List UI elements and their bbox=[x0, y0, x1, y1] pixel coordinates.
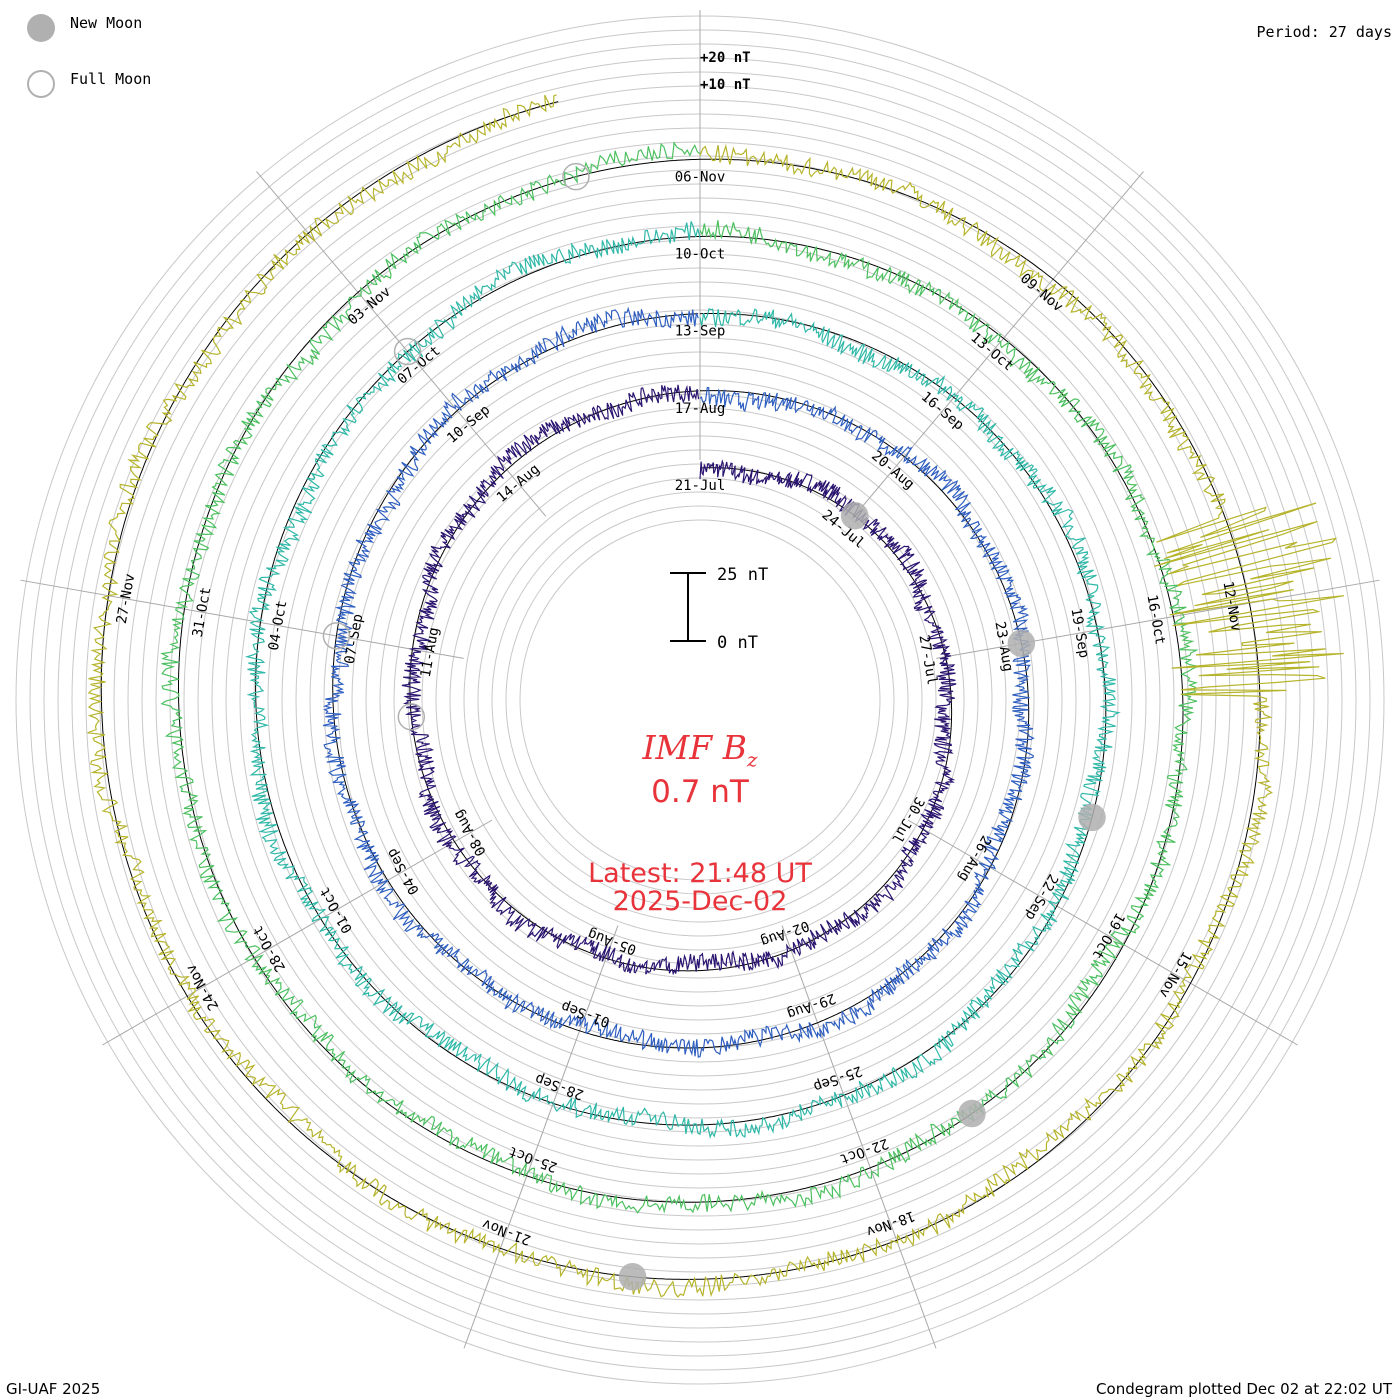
date-label: 16-Oct bbox=[1143, 593, 1168, 646]
grid-spoke bbox=[853, 171, 1144, 517]
zero-baseline-spiral bbox=[332, 313, 1030, 1049]
new-moon-marker bbox=[840, 501, 869, 530]
full-moon-marker bbox=[322, 622, 351, 650]
date-label: 28-Sep bbox=[533, 1070, 586, 1102]
radial-spokes bbox=[20, 10, 1380, 1349]
chart-title-main: IMF B bbox=[642, 728, 747, 767]
bz-series-rotation-5 bbox=[87, 94, 1345, 1298]
bz-spiral-series bbox=[87, 94, 1345, 1298]
date-label: 07-Sep bbox=[342, 613, 367, 666]
date-label: 13-Sep bbox=[675, 324, 726, 340]
moon-markers bbox=[322, 162, 1106, 1291]
date-label: 19-Oct bbox=[1089, 910, 1128, 962]
bz-series-rotation-2 bbox=[322, 306, 1035, 1058]
date-label: 16-Sep bbox=[918, 389, 967, 434]
new-moon-marker bbox=[1078, 803, 1106, 832]
current-value: 0.7 nT bbox=[651, 774, 749, 810]
grid-spoke bbox=[463, 925, 619, 1349]
scale-bar: 25 nT 0 nT bbox=[670, 565, 768, 653]
zero-baseline-spiral bbox=[409, 390, 953, 972]
full-moon-marker bbox=[397, 703, 426, 731]
grid-spoke bbox=[256, 171, 547, 517]
scale-bar-bottom-label: 0 nT bbox=[717, 633, 758, 653]
grid-spoke bbox=[781, 925, 937, 1349]
reference-label: +20 nT bbox=[700, 50, 751, 66]
new-moon-marker bbox=[618, 1263, 647, 1291]
grid-ring bbox=[365, 365, 1035, 1035]
bz-series-rotation-3 bbox=[244, 221, 1121, 1139]
date-label: 10-Oct bbox=[675, 246, 726, 262]
chart-title: IMF Bz bbox=[0, 728, 1400, 772]
credit-label: GI-UAF 2025 bbox=[6, 1380, 101, 1398]
full-moon-legend-icon bbox=[27, 70, 55, 98]
latest-time: Latest: 21:48 UT bbox=[588, 858, 812, 889]
date-label: 31-Oct bbox=[190, 586, 215, 639]
grid-spoke bbox=[20, 579, 464, 659]
scale-bar-top-label: 25 nT bbox=[717, 565, 768, 585]
date-label: 27-Nov bbox=[114, 572, 139, 625]
grid-ring bbox=[463, 463, 937, 937]
chart-title-subscript: z bbox=[746, 747, 758, 772]
date-label: 21-Jul bbox=[675, 478, 726, 494]
full-moon-marker bbox=[562, 162, 590, 191]
new-moon-legend-icon bbox=[27, 14, 55, 42]
date-label: 25-Oct bbox=[507, 1143, 560, 1175]
full-moon-marker bbox=[393, 337, 422, 366]
plotted-timestamp: Condegram plotted Dec 02 at 22:02 UT bbox=[1096, 1380, 1392, 1398]
grid-spoke bbox=[102, 819, 493, 1046]
reference-label: +10 nT bbox=[700, 77, 751, 93]
zero-baseline-spiral bbox=[255, 236, 1107, 1126]
date-label: 19-Sep bbox=[1067, 607, 1092, 660]
date-label: 08-Aug bbox=[451, 807, 490, 859]
date-label: 06-Nov bbox=[675, 169, 726, 185]
date-labels: 21-Jul24-Jul27-Jul30-Jul02-Aug05-Aug08-A… bbox=[114, 169, 1244, 1247]
bz-series-rotation-1 bbox=[401, 384, 957, 976]
latest-date: 2025-Dec-02 bbox=[612, 886, 788, 917]
reference-labels: +20 nT +10 nT bbox=[700, 50, 751, 93]
full-moon-legend-label: Full Moon bbox=[70, 70, 152, 88]
date-label: 18-Nov bbox=[864, 1207, 917, 1239]
period-label: Period: 27 days bbox=[1256, 23, 1392, 41]
grid-ring bbox=[505, 505, 895, 895]
zero-baseline-spiral bbox=[178, 158, 1184, 1203]
new-moon-legend-label: New Moon bbox=[70, 14, 143, 32]
bz-series-rotation-4 bbox=[160, 141, 1200, 1214]
date-label: 21-Nov bbox=[480, 1215, 533, 1247]
grid-spoke bbox=[907, 819, 1298, 1046]
date-label: 27-Jul bbox=[915, 634, 940, 687]
grid-ring bbox=[491, 491, 909, 909]
new-moon-marker bbox=[1007, 629, 1036, 658]
date-label: 17-Aug bbox=[675, 401, 726, 417]
date-label: 04-Oct bbox=[266, 599, 291, 652]
new-moon-marker bbox=[958, 1099, 986, 1128]
grid-ring bbox=[519, 519, 881, 881]
